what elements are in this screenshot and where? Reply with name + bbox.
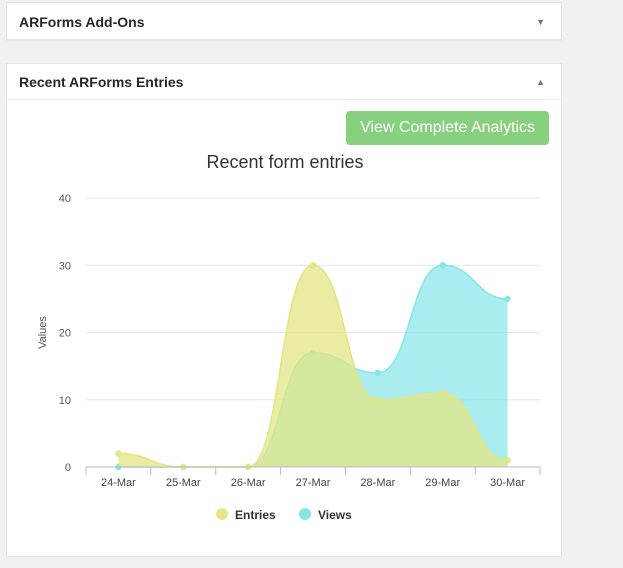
data-point-entries xyxy=(439,389,446,397)
y-tick-label: 30 xyxy=(59,260,71,272)
triangle-down-icon[interactable]: ▼ xyxy=(536,17,545,27)
y-tick-label: 0 xyxy=(65,462,71,474)
addons-panel-title: ARForms Add-Ons xyxy=(19,14,145,30)
x-tick-label: 28-Mar xyxy=(360,477,395,489)
entries-panel-header[interactable]: Recent ARForms Entries ▲ xyxy=(7,64,561,100)
data-point-entries xyxy=(309,262,317,269)
legend-label: Entries xyxy=(235,508,276,522)
triangle-up-icon[interactable]: ▲ xyxy=(536,76,545,87)
x-tick-label: 24-Mar xyxy=(101,477,136,489)
series-area-entries xyxy=(118,265,508,467)
data-point-entries xyxy=(504,457,511,464)
x-tick-label: 26-Mar xyxy=(231,477,266,489)
y-tick-label: 10 xyxy=(59,395,71,407)
x-tick-label: 29-Mar xyxy=(425,477,460,489)
y-tick-label: 40 xyxy=(59,193,71,205)
data-point-views xyxy=(504,295,511,303)
view-analytics-button[interactable]: View Complete Analytics xyxy=(346,111,549,145)
data-point-entries xyxy=(374,396,382,403)
x-tick-label: 25-Mar xyxy=(166,477,201,489)
legend-item-entries[interactable]: Entries xyxy=(216,508,276,522)
legend-marker xyxy=(299,508,311,520)
entries-panel-title: Recent ARForms Entries xyxy=(19,73,184,90)
data-point-entries xyxy=(115,450,122,457)
legend-marker xyxy=(216,508,228,520)
addons-panel-header[interactable]: ARForms Add-Ons ▼ xyxy=(7,3,561,41)
legend-item-views[interactable]: Views xyxy=(299,508,352,522)
x-tick-label: 30-Mar xyxy=(490,477,525,489)
data-point-views xyxy=(439,262,446,269)
data-point-views xyxy=(374,369,382,377)
y-tick-label: 20 xyxy=(59,328,71,340)
y-axis-label: Values xyxy=(37,316,49,349)
chart-title: Recent form entries xyxy=(206,152,363,172)
legend-label: Views xyxy=(318,508,352,522)
x-tick-label: 27-Mar xyxy=(296,477,331,489)
addons-panel: ARForms Add-Ons ▼ xyxy=(6,2,562,40)
